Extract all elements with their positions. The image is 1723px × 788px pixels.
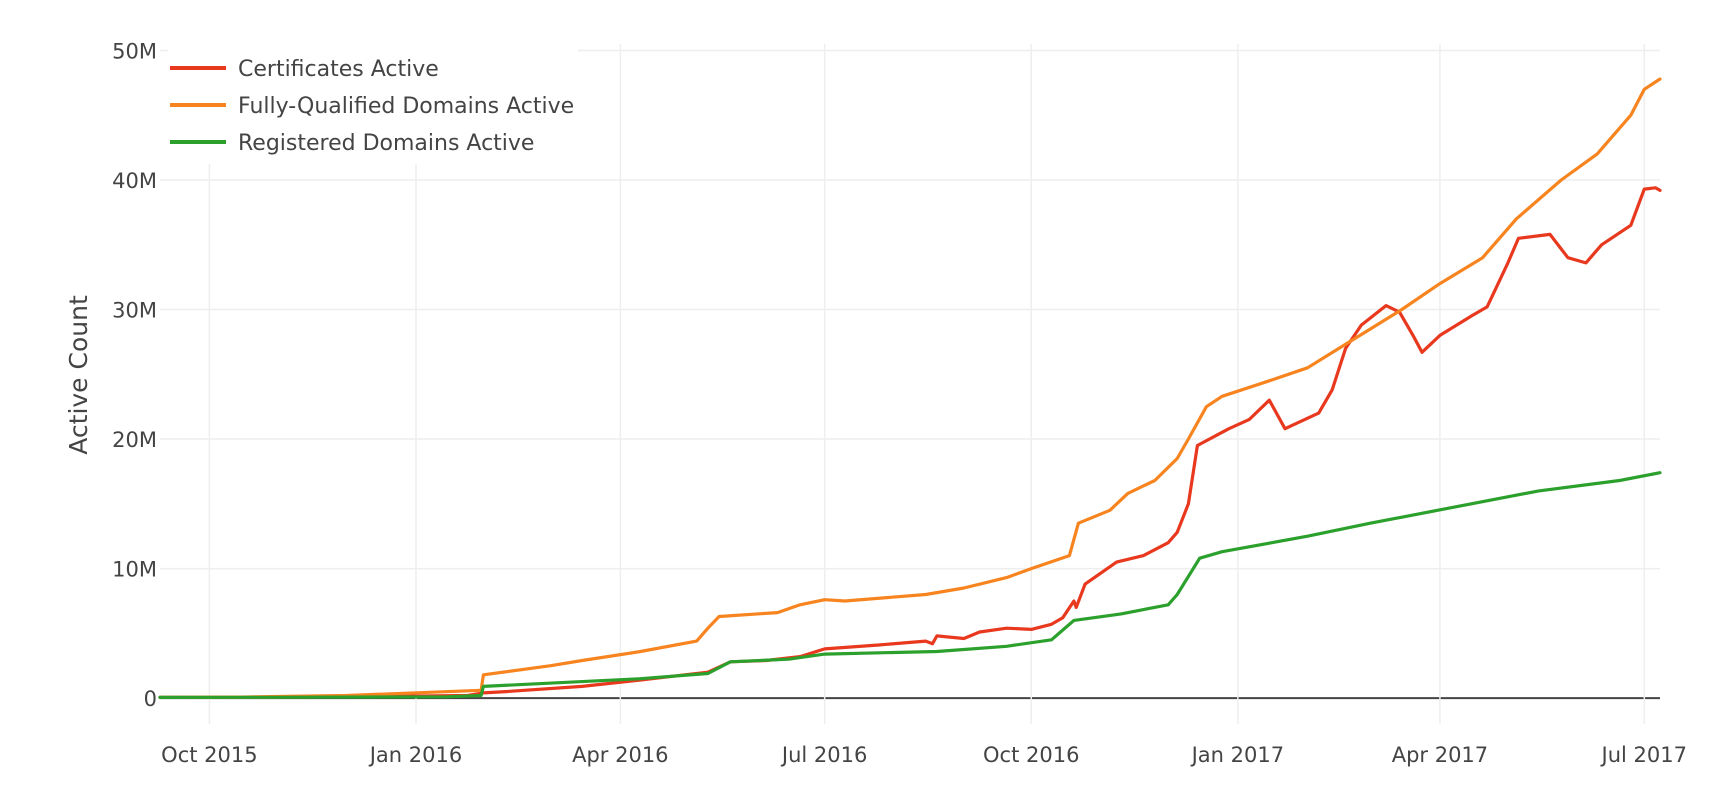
- x-tick-label: Jul 2016: [780, 743, 867, 767]
- series-layer: [158, 77, 1662, 699]
- legend-item-0[interactable]: Certificates Active: [170, 57, 439, 82]
- legend-item-2[interactable]: Registered Domains Active: [170, 131, 534, 156]
- y-tick-label: 0: [144, 687, 157, 711]
- series-line-2: [158, 471, 1662, 699]
- y-axis-title: Active Count: [64, 295, 93, 455]
- legend-label: Fully-Qualified Domains Active: [238, 94, 574, 119]
- x-tick-label: Jul 2017: [1600, 743, 1687, 767]
- series-line-1: [158, 77, 1662, 699]
- legend: Certificates Active Fully-Qualified Doma…: [168, 44, 578, 164]
- y-tick-label: 40M: [112, 169, 157, 193]
- series-line-0: [158, 186, 1662, 699]
- x-tick-label: Oct 2016: [983, 743, 1079, 767]
- y-tick-label: 50M: [112, 39, 157, 63]
- x-tick-label: Oct 2015: [161, 743, 257, 767]
- y-tick-label: 10M: [112, 558, 157, 582]
- x-tick-label: Apr 2017: [1392, 743, 1488, 767]
- y-tick-label: 30M: [112, 299, 157, 323]
- legend-label: Registered Domains Active: [238, 131, 534, 156]
- legend-background: [168, 44, 578, 164]
- x-tick-label: Jan 2016: [368, 743, 463, 767]
- x-tick-label: Jan 2017: [1190, 743, 1285, 767]
- legend-label: Certificates Active: [238, 57, 439, 82]
- x-tick-label: Apr 2016: [572, 743, 668, 767]
- y-tick-label: 20M: [112, 428, 157, 452]
- axis-layer: 0 10M 20M 30M 40M 50M Oct 2015 Jan 2016 Apr 2016…: [112, 39, 1687, 767]
- legend-item-1[interactable]: Fully-Qualified Domains Active: [170, 94, 574, 119]
